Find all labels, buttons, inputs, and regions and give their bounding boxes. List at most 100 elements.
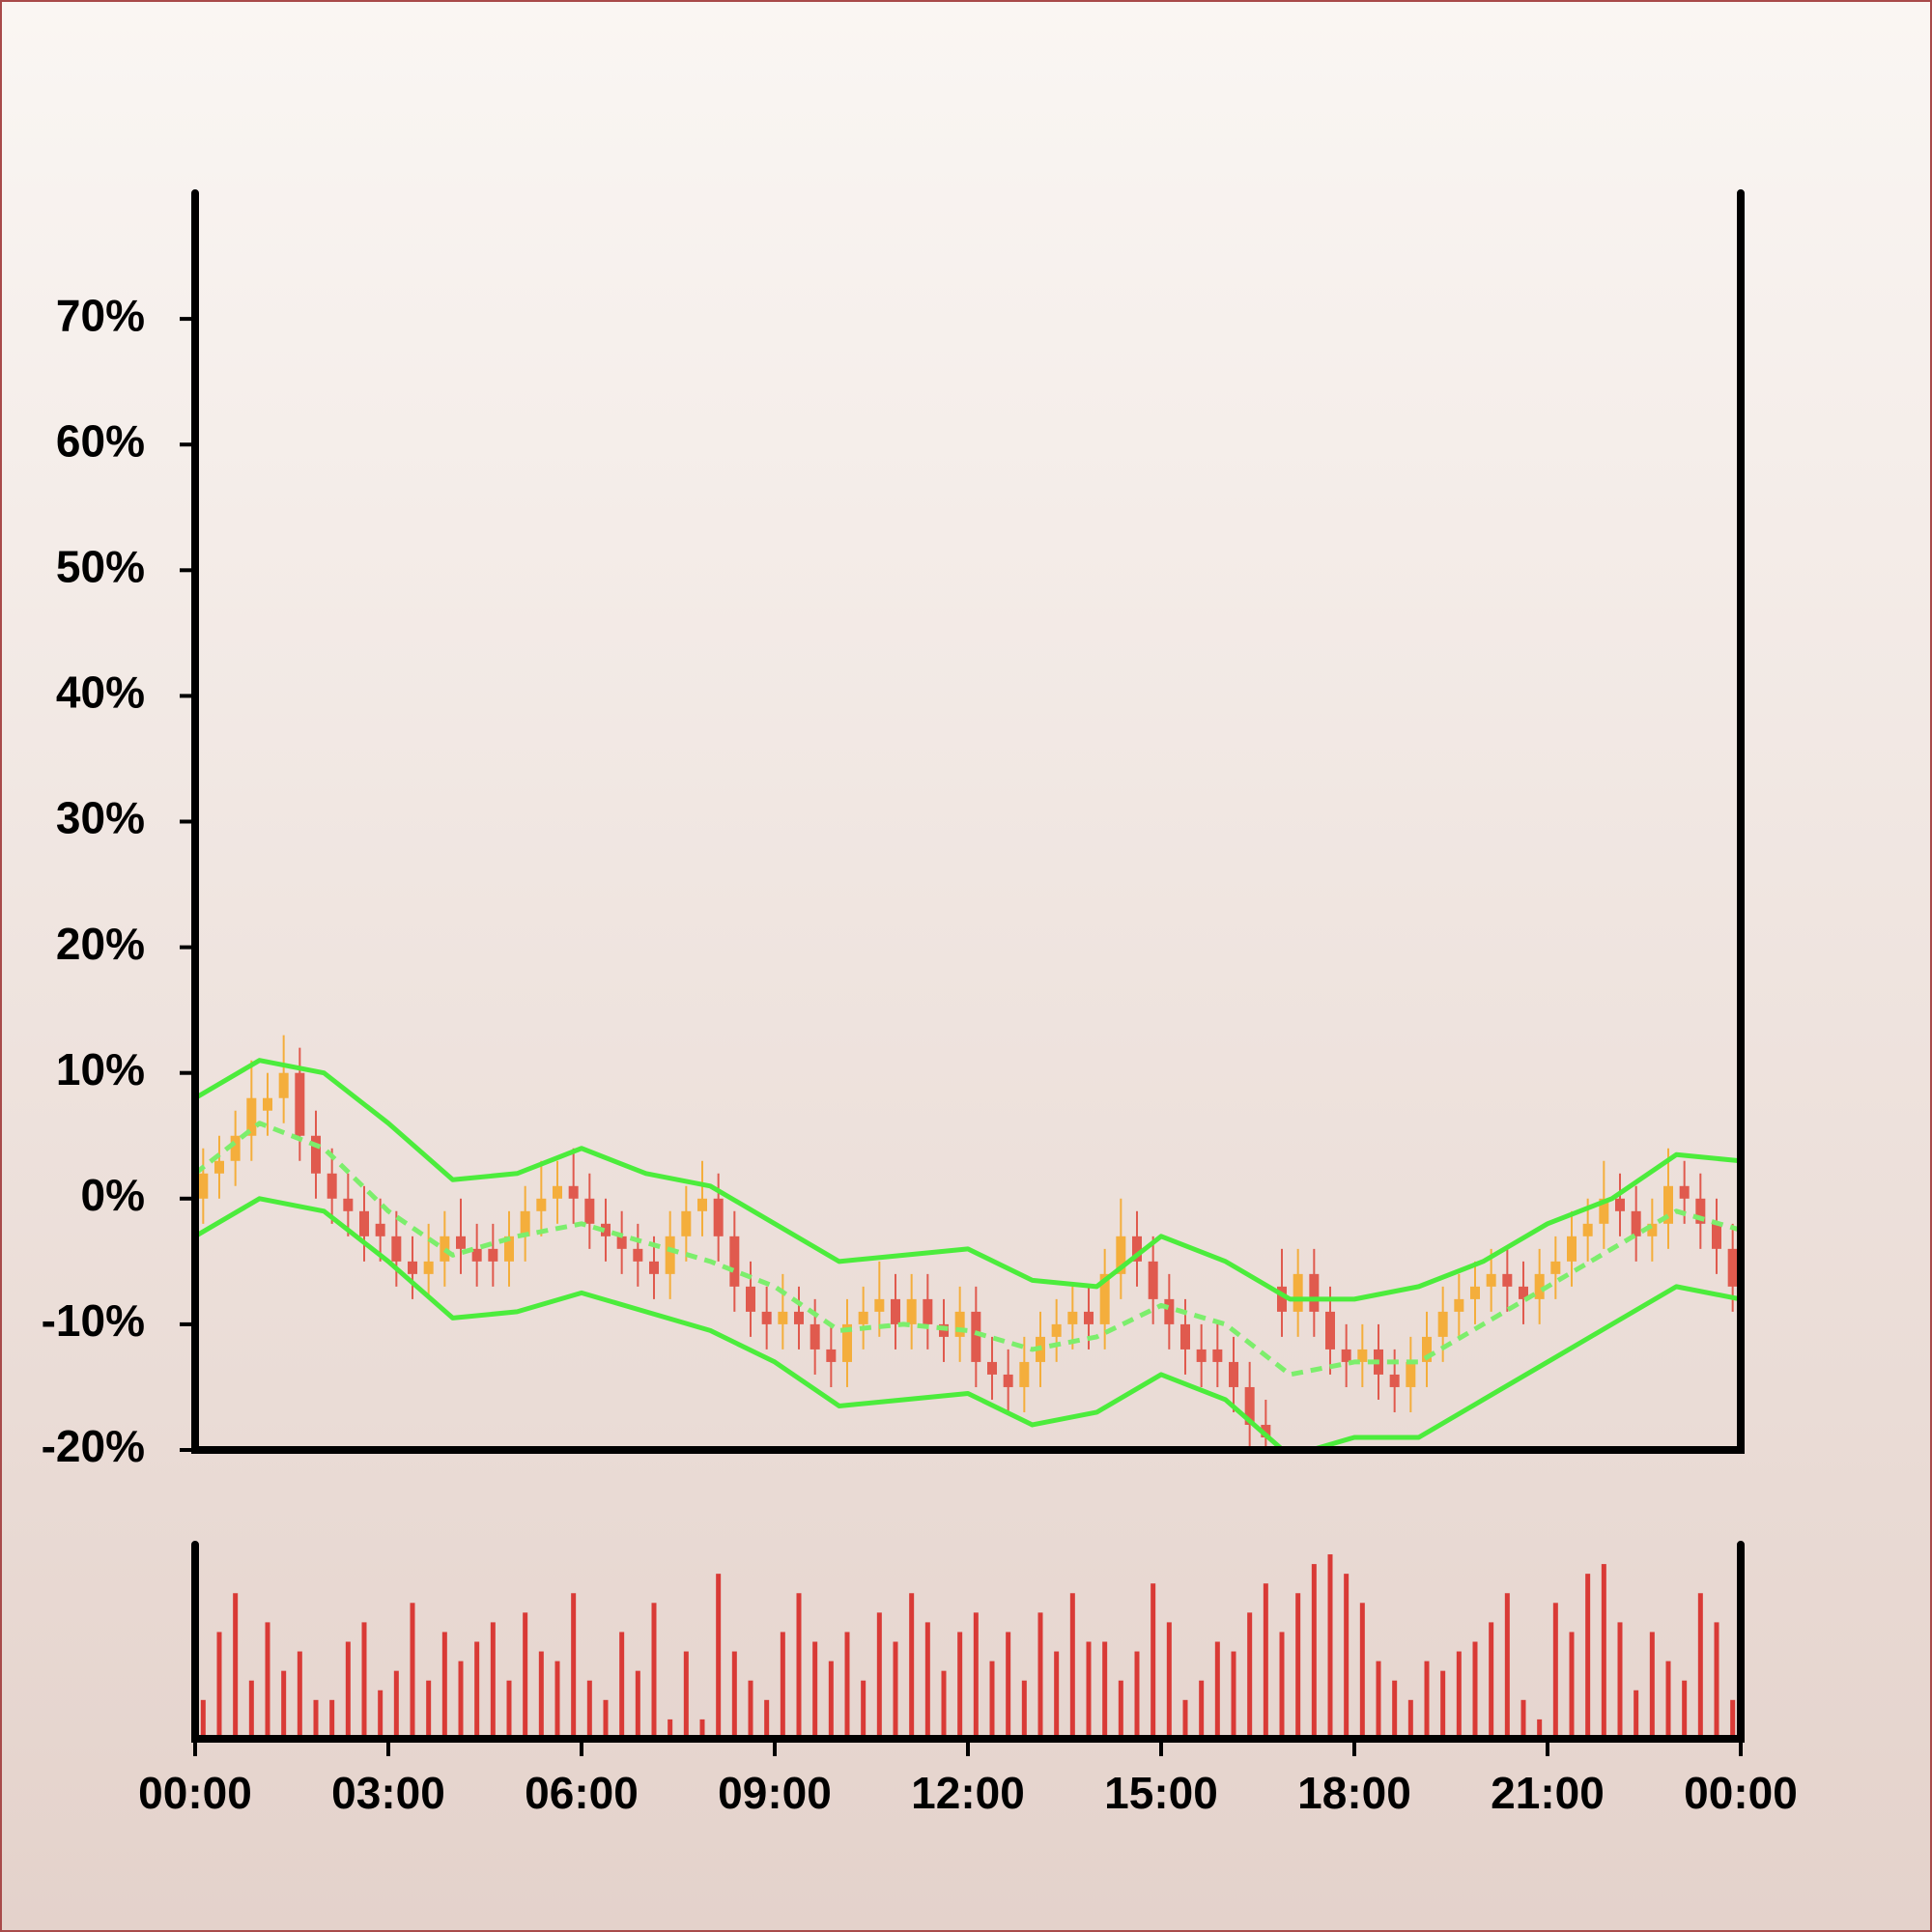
candle-body bbox=[1084, 1311, 1094, 1324]
volume-bar bbox=[458, 1661, 464, 1739]
volume-bar bbox=[1166, 1622, 1172, 1739]
volume-bar bbox=[393, 1670, 399, 1739]
volume-bar bbox=[345, 1641, 351, 1739]
candle-body bbox=[616, 1236, 627, 1249]
candle-body bbox=[971, 1311, 981, 1362]
band-line bbox=[195, 1058, 1741, 1302]
volume-bar bbox=[1263, 1583, 1268, 1739]
volume-bar bbox=[1214, 1641, 1220, 1739]
candle-body bbox=[1212, 1349, 1223, 1362]
candle-body bbox=[327, 1173, 337, 1199]
y-tick-label: -20% bbox=[42, 1421, 145, 1471]
candle-body bbox=[1019, 1361, 1030, 1387]
volume-bar bbox=[1151, 1583, 1156, 1739]
volume-bar bbox=[957, 1632, 963, 1739]
x-tick-label: 15:00 bbox=[1104, 1768, 1218, 1818]
candle-body bbox=[1325, 1311, 1335, 1350]
candle-body bbox=[1244, 1386, 1255, 1425]
volume-bar bbox=[474, 1641, 480, 1739]
candle-body bbox=[1389, 1374, 1400, 1387]
candle-body bbox=[1229, 1361, 1238, 1387]
volume-bar bbox=[989, 1661, 995, 1739]
candle-body bbox=[810, 1323, 820, 1350]
candle-body bbox=[408, 1261, 417, 1274]
volume-bar bbox=[731, 1651, 737, 1739]
volume-bar bbox=[716, 1574, 722, 1739]
candle-body bbox=[440, 1236, 450, 1262]
volume-bar bbox=[1697, 1593, 1703, 1739]
price-plot bbox=[195, 1035, 1741, 1450]
candle-body bbox=[1003, 1374, 1013, 1387]
y-tick-label: 50% bbox=[56, 541, 145, 591]
candle-body bbox=[633, 1248, 643, 1262]
candle-body bbox=[391, 1236, 402, 1262]
volume-bar bbox=[1037, 1612, 1043, 1739]
candle-body bbox=[1663, 1185, 1673, 1224]
candle-body bbox=[1695, 1198, 1706, 1224]
volume-bar bbox=[1311, 1564, 1317, 1739]
candle-body bbox=[1116, 1236, 1126, 1274]
candle-body bbox=[954, 1311, 965, 1337]
volume-bar bbox=[1552, 1603, 1558, 1739]
volume-bar bbox=[378, 1690, 384, 1739]
candle-body bbox=[423, 1261, 434, 1274]
volume-bar bbox=[265, 1622, 270, 1739]
volume-bar bbox=[1520, 1699, 1526, 1739]
volume-bar bbox=[571, 1593, 577, 1739]
volume-bar bbox=[1231, 1651, 1236, 1739]
volume-bar bbox=[410, 1603, 415, 1739]
candle-body bbox=[697, 1198, 707, 1211]
candle-body bbox=[520, 1210, 530, 1236]
x-tick-label: 21:00 bbox=[1491, 1768, 1605, 1818]
volume-bar bbox=[297, 1651, 302, 1739]
candle-body bbox=[1615, 1198, 1625, 1211]
candle-body bbox=[568, 1185, 579, 1199]
candle-body bbox=[456, 1236, 466, 1249]
y-tick-label: 10% bbox=[56, 1044, 145, 1094]
volume-bar bbox=[1407, 1699, 1413, 1739]
y-tick-label: 20% bbox=[56, 919, 145, 969]
volume-bar bbox=[1392, 1680, 1398, 1739]
volume-bar bbox=[812, 1641, 818, 1739]
candle-body bbox=[1293, 1273, 1303, 1312]
candle-body bbox=[1486, 1273, 1496, 1287]
volume-bar bbox=[683, 1651, 689, 1739]
volume-bar bbox=[876, 1612, 882, 1739]
volume-bar bbox=[233, 1593, 239, 1739]
candle-body bbox=[1164, 1298, 1175, 1324]
candle-body bbox=[246, 1097, 257, 1136]
volume-bar bbox=[248, 1680, 254, 1739]
candle-body bbox=[761, 1311, 772, 1324]
candle-body bbox=[1727, 1248, 1738, 1287]
volume-bar bbox=[1424, 1661, 1430, 1739]
volume-bar bbox=[924, 1622, 930, 1739]
x-tick-label: 00:00 bbox=[1684, 1768, 1798, 1818]
volume-bar bbox=[1069, 1593, 1075, 1739]
volume-bar bbox=[619, 1632, 625, 1739]
volume-bar bbox=[973, 1612, 979, 1739]
candle-body bbox=[295, 1072, 305, 1136]
candle-body bbox=[923, 1298, 933, 1324]
candle-body bbox=[1341, 1349, 1351, 1362]
candle-body bbox=[278, 1072, 289, 1098]
candle-body bbox=[1567, 1236, 1577, 1262]
volume-bar bbox=[586, 1680, 592, 1739]
candle-body bbox=[1631, 1210, 1641, 1236]
volume-bar bbox=[941, 1670, 947, 1739]
volume-bar bbox=[699, 1719, 705, 1739]
volume-bar bbox=[313, 1699, 319, 1739]
candle-body bbox=[1132, 1236, 1142, 1262]
candle-body bbox=[601, 1223, 611, 1236]
volume-bar bbox=[1569, 1632, 1575, 1739]
volume-bar bbox=[538, 1651, 544, 1739]
volume-bar bbox=[216, 1632, 222, 1739]
candle-body bbox=[214, 1160, 224, 1174]
candle-body bbox=[1261, 1424, 1271, 1437]
candle-body bbox=[1647, 1223, 1658, 1236]
candle-body bbox=[375, 1223, 385, 1236]
volume-bar bbox=[1327, 1554, 1333, 1739]
candle-body bbox=[1180, 1323, 1190, 1350]
volume-bar bbox=[1440, 1670, 1446, 1739]
candle-body bbox=[874, 1298, 885, 1312]
